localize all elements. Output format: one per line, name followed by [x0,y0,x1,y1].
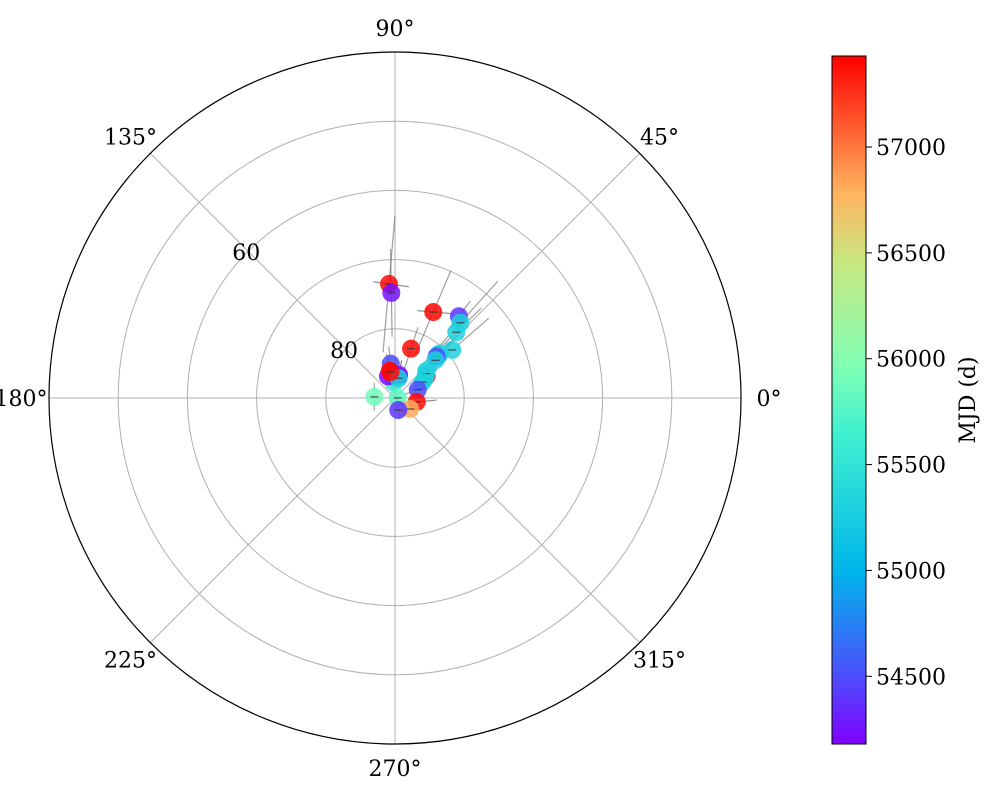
colorbar: 54500 55000 55500 56000 56500 57000 MJD (d) [831,55,981,745]
angular-gridline [149,152,396,399]
colorbar-tick-label: 55000 [876,559,946,584]
radial-tick-label: 60 [232,241,260,266]
angular-tick-label: 180° [0,387,48,412]
angular-tick-label: 315° [633,649,686,674]
angular-tick-label: 270° [369,757,422,782]
tick-labels: 0° 45° 90° 135° 180° 225° 270° 315° 60 80 [0,17,782,782]
angular-tick-label: 0° [757,387,782,412]
colorbar-tick-label: 57000 [876,136,946,161]
colorbar-tick-label: 55500 [876,454,946,479]
angular-tick-label: 135° [104,125,157,150]
angular-tick-label: 225° [104,649,157,674]
colorbar-tick-label: 56500 [876,242,946,267]
data-points [365,274,470,420]
polar-frame [48,51,742,745]
angular-tick-label: 45° [640,125,679,150]
angular-gridline [149,397,396,644]
angular-gridline [394,397,641,644]
colorbar-tick-label: 56000 [876,348,946,373]
radial-tick-label: 80 [330,339,358,364]
colorbar-gradient [831,55,867,745]
colorbar-label: MJD (d) [956,356,981,443]
polar-grid [48,51,742,745]
angular-tick-label: 90° [376,17,415,42]
colorbar-tick-label: 54500 [876,665,946,690]
